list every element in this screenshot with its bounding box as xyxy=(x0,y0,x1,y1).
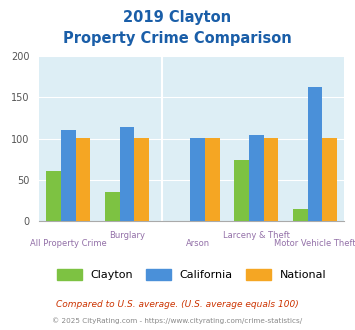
Text: Arson: Arson xyxy=(186,239,210,248)
Bar xyxy=(120,127,135,221)
Bar xyxy=(76,138,91,221)
Text: Burglary: Burglary xyxy=(109,231,145,240)
Text: Motor Vehicle Theft: Motor Vehicle Theft xyxy=(274,239,355,248)
Bar xyxy=(234,160,249,221)
Bar xyxy=(190,138,205,221)
Text: 2019 Clayton: 2019 Clayton xyxy=(124,10,231,25)
Bar xyxy=(264,138,278,221)
Text: © 2025 CityRating.com - https://www.cityrating.com/crime-statistics/: © 2025 CityRating.com - https://www.city… xyxy=(53,317,302,324)
Legend: Clayton, California, National: Clayton, California, National xyxy=(53,265,331,285)
Text: Compared to U.S. average. (U.S. average equals 100): Compared to U.S. average. (U.S. average … xyxy=(56,300,299,309)
Bar xyxy=(61,130,76,221)
Bar xyxy=(135,138,149,221)
Bar xyxy=(308,87,322,221)
Bar xyxy=(105,192,120,221)
Bar xyxy=(47,171,61,221)
Text: All Property Crime: All Property Crime xyxy=(30,239,107,248)
Bar xyxy=(322,138,337,221)
Text: Larceny & Theft: Larceny & Theft xyxy=(223,231,290,240)
Bar xyxy=(293,209,308,221)
Text: Property Crime Comparison: Property Crime Comparison xyxy=(63,31,292,46)
Bar xyxy=(205,138,220,221)
Bar xyxy=(249,135,264,221)
